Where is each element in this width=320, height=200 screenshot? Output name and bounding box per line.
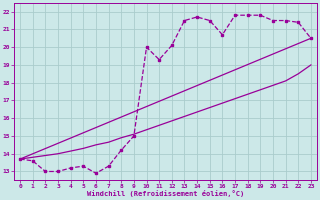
- X-axis label: Windchill (Refroidissement éolien,°C): Windchill (Refroidissement éolien,°C): [87, 190, 244, 197]
